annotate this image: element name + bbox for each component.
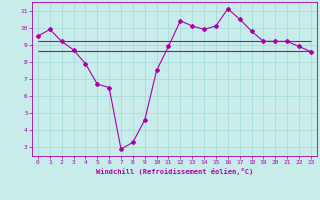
X-axis label: Windchill (Refroidissement éolien,°C): Windchill (Refroidissement éolien,°C) — [96, 168, 253, 175]
